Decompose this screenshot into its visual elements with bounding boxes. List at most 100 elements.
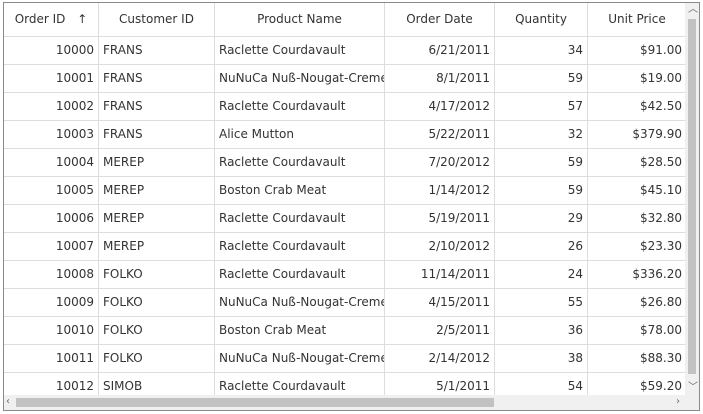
cell-order-id[interactable]: 10009 <box>4 289 99 317</box>
cell-unit-price[interactable]: $336.20 <box>588 261 687 289</box>
cell-customer-id[interactable]: FRANS <box>99 65 215 93</box>
cell-quantity[interactable]: 29 <box>495 205 588 233</box>
cell-order-id[interactable]: 10002 <box>4 93 99 121</box>
cell-quantity[interactable]: 24 <box>495 261 588 289</box>
scroll-right-icon[interactable]: › <box>676 396 680 407</box>
cell-order-id[interactable]: 10004 <box>4 149 99 177</box>
table-row[interactable]: 10004 MEREP Raclette Courdavault 7/20/2012 5… <box>4 149 687 177</box>
cell-product-name[interactable]: Boston Crab Meat <box>215 317 385 345</box>
cell-customer-id[interactable]: MEREP <box>99 177 215 205</box>
cell-order-id[interactable]: 10006 <box>4 205 99 233</box>
cell-customer-id[interactable]: MEREP <box>99 205 215 233</box>
cell-product-name[interactable]: NuNuCa Nuß-Nougat-Creme <box>215 65 385 93</box>
cell-quantity[interactable]: 32 <box>495 121 588 149</box>
cell-customer-id[interactable]: FRANS <box>99 121 215 149</box>
table-row[interactable]: 10006 MEREP Raclette Courdavault 5/19/2011 2… <box>4 205 687 233</box>
cell-unit-price[interactable]: $42.50 <box>588 93 687 121</box>
cell-order-id[interactable]: 10005 <box>4 177 99 205</box>
table-row[interactable]: 10000 FRANS Raclette Courdavault 6/21/2011 3… <box>4 37 687 65</box>
table-row[interactable]: 10002 FRANS Raclette Courdavault 4/17/2012 5… <box>4 93 687 121</box>
horizontal-scrollbar[interactable]: ‹ › <box>4 395 699 410</box>
cell-customer-id[interactable]: MEREP <box>99 149 215 177</box>
cell-order-date[interactable]: 6/21/2011 <box>385 37 495 65</box>
cell-order-date[interactable]: 1/14/2012 <box>385 177 495 205</box>
cell-order-date[interactable]: 2/10/2012 <box>385 233 495 261</box>
cell-product-name[interactable]: Raclette Courdavault <box>215 233 385 261</box>
cell-order-date[interactable]: 4/15/2011 <box>385 289 495 317</box>
cell-customer-id[interactable]: MEREP <box>99 233 215 261</box>
cell-order-date[interactable]: 4/17/2012 <box>385 93 495 121</box>
cell-order-date[interactable]: 2/5/2011 <box>385 317 495 345</box>
cell-unit-price[interactable]: $88.30 <box>588 345 687 373</box>
cell-order-id[interactable]: 10011 <box>4 345 99 373</box>
cell-quantity[interactable]: 55 <box>495 289 588 317</box>
horizontal-scroll-thumb[interactable] <box>16 398 494 407</box>
column-header-order-date[interactable]: Order Date <box>385 3 495 37</box>
cell-order-date[interactable]: 5/22/2011 <box>385 121 495 149</box>
cell-order-id[interactable]: 10008 <box>4 261 99 289</box>
scroll-down-icon[interactable]: ﹀ <box>688 382 698 393</box>
cell-unit-price[interactable]: $28.50 <box>588 149 687 177</box>
cell-unit-price[interactable]: $26.80 <box>588 289 687 317</box>
table-row[interactable]: 10009 FOLKO NuNuCa Nuß-Nougat-Creme 4/15/20… <box>4 289 687 317</box>
cell-order-id[interactable]: 10007 <box>4 233 99 261</box>
cell-order-date[interactable]: 8/1/2011 <box>385 65 495 93</box>
cell-quantity[interactable]: 59 <box>495 149 588 177</box>
table-row[interactable]: 10011 FOLKO NuNuCa Nuß-Nougat-Creme 2/14/20… <box>4 345 687 373</box>
cell-order-id[interactable]: 10010 <box>4 317 99 345</box>
cell-order-date[interactable]: 7/20/2012 <box>385 149 495 177</box>
cell-quantity[interactable]: 34 <box>495 37 588 65</box>
cell-customer-id[interactable]: FOLKO <box>99 317 215 345</box>
cell-quantity[interactable]: 59 <box>495 65 588 93</box>
cell-customer-id[interactable]: FOLKO <box>99 289 215 317</box>
cell-product-name[interactable]: Alice Mutton <box>215 121 385 149</box>
cell-quantity[interactable]: 36 <box>495 317 588 345</box>
table-row[interactable]: 10010 FOLKO Boston Crab Meat 2/5/2011 36 $78.… <box>4 317 687 345</box>
cell-unit-price[interactable]: $45.10 <box>588 177 687 205</box>
scroll-left-icon[interactable]: ‹ <box>6 396 10 407</box>
cell-unit-price[interactable]: $19.00 <box>588 65 687 93</box>
cell-product-name[interactable]: Boston Crab Meat <box>215 177 385 205</box>
cell-order-date[interactable]: 11/14/2011 <box>385 261 495 289</box>
table-row[interactable]: 10001 FRANS NuNuCa Nuß-Nougat-Creme 8/1/201… <box>4 65 687 93</box>
cell-customer-id[interactable]: FRANS <box>99 37 215 65</box>
column-header-customer-id[interactable]: Customer ID <box>99 3 215 37</box>
cell-unit-price[interactable]: $78.00 <box>588 317 687 345</box>
cell-quantity[interactable]: 26 <box>495 233 588 261</box>
vertical-scrollbar[interactable]: ︿ ﹀ <box>685 3 699 395</box>
cell-unit-price[interactable]: $23.30 <box>588 233 687 261</box>
cell-product-name[interactable]: Raclette Courdavault <box>215 205 385 233</box>
column-header-unit-price[interactable]: Unit Price <box>588 3 687 37</box>
cell-product-name[interactable]: Raclette Courdavault <box>215 261 385 289</box>
column-header-quantity[interactable]: Quantity <box>495 3 588 37</box>
cell-product-name[interactable]: Raclette Courdavault <box>215 149 385 177</box>
column-header-product-name[interactable]: Product Name <box>215 3 385 37</box>
cell-unit-price[interactable]: $91.00 <box>588 37 687 65</box>
cell-product-name[interactable]: Raclette Courdavault <box>215 37 385 65</box>
cell-quantity[interactable]: 59 <box>495 177 588 205</box>
table-row[interactable]: 10003 FRANS Alice Mutton 5/22/2011 32 $379.90 <box>4 121 687 149</box>
cell-quantity[interactable]: 57 <box>495 93 588 121</box>
sort-ascending-icon: ↑ <box>73 12 88 26</box>
cell-order-date[interactable]: 2/14/2012 <box>385 345 495 373</box>
vertical-scroll-thumb[interactable] <box>688 19 696 374</box>
cell-product-name[interactable]: NuNuCa Nuß-Nougat-Creme <box>215 289 385 317</box>
cell-unit-price[interactable]: $379.90 <box>588 121 687 149</box>
table-row[interactable]: 10008 FOLKO Raclette Courdavault 11/14/2011… <box>4 261 687 289</box>
cell-quantity[interactable]: 38 <box>495 345 588 373</box>
column-header-label: Order ID <box>14 12 66 26</box>
table-row[interactable]: 10007 MEREP Raclette Courdavault 2/10/2012 2… <box>4 233 687 261</box>
cell-customer-id[interactable]: FRANS <box>99 93 215 121</box>
table-row[interactable]: 10005 MEREP Boston Crab Meat 1/14/2012 59 $45… <box>4 177 687 205</box>
cell-product-name[interactable]: NuNuCa Nuß-Nougat-Creme <box>215 345 385 373</box>
scroll-up-icon[interactable]: ︿ <box>688 4 698 15</box>
cell-customer-id[interactable]: FOLKO <box>99 261 215 289</box>
cell-order-id[interactable]: 10001 <box>4 65 99 93</box>
cell-product-name[interactable]: Raclette Courdavault <box>215 93 385 121</box>
cell-order-id[interactable]: 10000 <box>4 37 99 65</box>
cell-customer-id[interactable]: FOLKO <box>99 345 215 373</box>
column-header-order-id[interactable]: Order ID ↑ <box>4 3 99 37</box>
cell-order-id[interactable]: 10003 <box>4 121 99 149</box>
cell-unit-price[interactable]: $32.80 <box>588 205 687 233</box>
cell-order-date[interactable]: 5/19/2011 <box>385 205 495 233</box>
